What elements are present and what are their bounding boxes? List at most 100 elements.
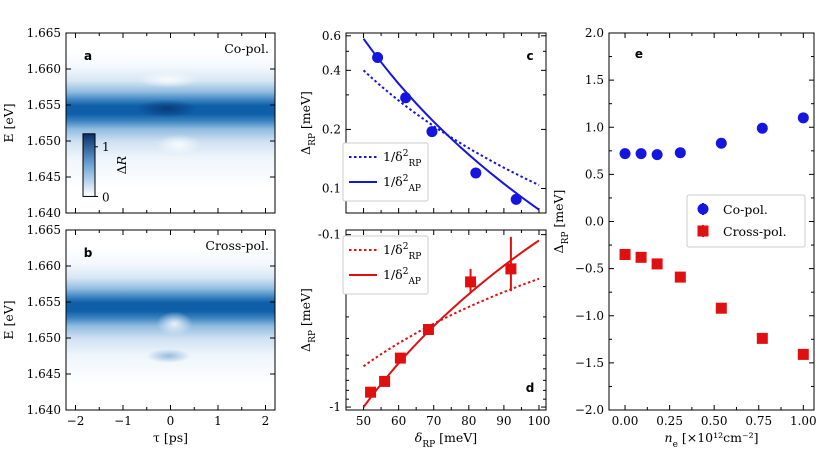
- plot-d-xtick-label: 60: [391, 414, 406, 428]
- ylabel-d-part: Δ: [298, 343, 313, 352]
- heatmap-a-ytick-label: 1.660: [27, 62, 61, 76]
- plot-e-legend: [686, 194, 806, 248]
- heatmap-a-dip-light: [156, 134, 201, 155]
- heatmap-a-ytick-label: 1.665: [27, 26, 61, 40]
- plot-d-point: [505, 263, 517, 275]
- plot-d-legend-label-part: 1/δ: [383, 267, 403, 282]
- ylabel-d: ΔRP [meV]: [298, 288, 318, 352]
- plot-e-legend-label: Cross-pol.: [723, 224, 787, 239]
- plot-c-legend-label-part: 2: [403, 149, 409, 159]
- heatmap-a-ytick-label: 1.640: [27, 206, 61, 220]
- heatmap-b-xtick-label: 1: [214, 414, 222, 428]
- ylabel-c-part: [meV]: [298, 91, 313, 133]
- plot-c-legend-label: 1/δ2AP: [383, 174, 421, 194]
- plot-d-legend-label-part: RP: [408, 252, 421, 262]
- plot-d-ytick-label: -1: [329, 400, 341, 414]
- xlabel-e-part: [×10¹²cm⁻²]: [678, 430, 759, 445]
- plot-d-fit-ap: [362, 239, 540, 408]
- heatmap-b-xtick-label: −2: [67, 414, 85, 428]
- plot-e-xtick-label: 0.50: [701, 414, 728, 428]
- plot-e-point-cross: [651, 258, 663, 270]
- plot-e-ytick-label: 1.0: [585, 120, 604, 134]
- xlabel-b: τ [ps]: [153, 430, 188, 445]
- plot-c-ytick-label: 0.6: [322, 29, 341, 43]
- heatmap-a-dip-top: [138, 71, 199, 88]
- plot-c-point: [510, 193, 522, 205]
- plot-d-xtick-label: 100: [528, 414, 551, 428]
- plot-c-frame: [345, 32, 547, 214]
- xlabel-d-part: [meV]: [435, 430, 477, 445]
- xlabel-d: δRP [meV]: [415, 430, 477, 450]
- plot-d-xtick-label: 90: [496, 414, 511, 428]
- heatmap-b-xtick-label: 0: [167, 414, 175, 428]
- plot-e-xtick-label: 1.00: [790, 414, 817, 428]
- heatmap-a-ytick-label: 1.650: [27, 134, 61, 148]
- plot-e-point-co: [756, 122, 768, 134]
- heatmap-b-ytick-label: 1.655: [27, 295, 61, 309]
- panel-label-e: e: [635, 47, 643, 61]
- plot-e-point-cross: [619, 248, 631, 260]
- plot-e-ytick-label: −1.5: [575, 356, 604, 370]
- ylabel-e-part: RP: [561, 232, 571, 245]
- heatmap-b: [66, 230, 275, 410]
- plot-e-legend-marker-co: [697, 203, 709, 215]
- heatmap-b-xtick-label: −1: [114, 414, 132, 428]
- heatmap-b-dip-mid: [146, 349, 191, 363]
- plot-e-point-co: [619, 148, 631, 160]
- plot-e-legend-label: Co-pol.: [723, 202, 768, 217]
- plot-e-ytick-label: −1.0: [575, 309, 604, 323]
- xlabel-e: ne [×10¹²cm⁻²]: [665, 430, 759, 450]
- colorbar-tick-label: 1: [102, 140, 110, 154]
- plot-e-point-co: [635, 148, 647, 160]
- xlabel-e-part: n: [665, 430, 673, 445]
- plot-d-xtick-label: 50: [356, 414, 371, 428]
- xlabel-e-part: e: [673, 440, 678, 450]
- plot-c-legend-label-part: 2: [403, 174, 409, 184]
- heatmap-b-ytick-label: 1.665: [27, 223, 61, 237]
- colorbar-label-part: Δ: [114, 165, 129, 174]
- ylabel-e-part: [meV]: [551, 190, 566, 232]
- heatmap-b-dip-light: [156, 311, 193, 336]
- plot-e-point-co: [797, 112, 809, 124]
- plot-d-ytick-label: -0.1: [318, 228, 341, 242]
- plot-c-fit-ap: [362, 38, 540, 211]
- plot-d-frame: [345, 229, 547, 411]
- plot-c-point: [400, 92, 412, 104]
- plot-c-legend-label: 1/δ2RP: [383, 149, 421, 169]
- plot-e-point-cross: [715, 302, 727, 314]
- ylabel-c-part: RP: [308, 133, 318, 146]
- plot-d-legend-label: 1/δ2AP: [383, 267, 421, 287]
- plot-c-legend-label-part: 1/δ: [383, 149, 403, 164]
- plot-e-ytick-label: 1.5: [585, 73, 604, 87]
- colorbar-tick-label: 0: [102, 190, 110, 204]
- ylabel-d-part: [meV]: [298, 288, 313, 330]
- plot-d-legend-label-part: 2: [403, 242, 409, 252]
- plot-c-point: [426, 126, 438, 138]
- plot-d-xtick-label: 70: [426, 414, 441, 428]
- plot-c-ytick-label: 0.2: [322, 122, 341, 136]
- heatmap-a-ytick-label: 1.655: [27, 98, 61, 112]
- plot-d-point: [365, 386, 377, 398]
- annotation-a: Co-pol.: [224, 41, 269, 56]
- ylabel-e-part: Δ: [551, 244, 566, 253]
- plot-d-legend-label-part: 1/δ: [383, 242, 403, 257]
- plot-e-point-cross: [635, 251, 647, 263]
- ylabel-b: E [eV]: [1, 300, 16, 339]
- plot-c-point: [372, 52, 384, 64]
- plot-e-point-cross: [797, 348, 809, 360]
- heatmap-a-ytick-label: 1.645: [27, 170, 61, 184]
- heatmap-a-band: [66, 51, 275, 188]
- plot-d-point: [422, 324, 434, 336]
- plot-d-point: [394, 352, 406, 364]
- ylabel-e: ΔRP [meV]: [551, 190, 571, 254]
- ylabel-a: E [eV]: [1, 103, 16, 142]
- plot-e-point-co: [715, 137, 727, 149]
- plot-d-legend-label-part: 2: [403, 267, 409, 277]
- plot-d-xtick-label: 80: [461, 414, 476, 428]
- ylabel-c: ΔRP [meV]: [298, 91, 318, 155]
- plot-e-point-co: [674, 147, 686, 159]
- plot-e-point-co: [651, 149, 663, 161]
- plot-e-xtick-label: 0.25: [656, 414, 683, 428]
- heatmap-a-dip-dark: [136, 99, 197, 118]
- plot-e-xtick-label: 0.75: [745, 414, 772, 428]
